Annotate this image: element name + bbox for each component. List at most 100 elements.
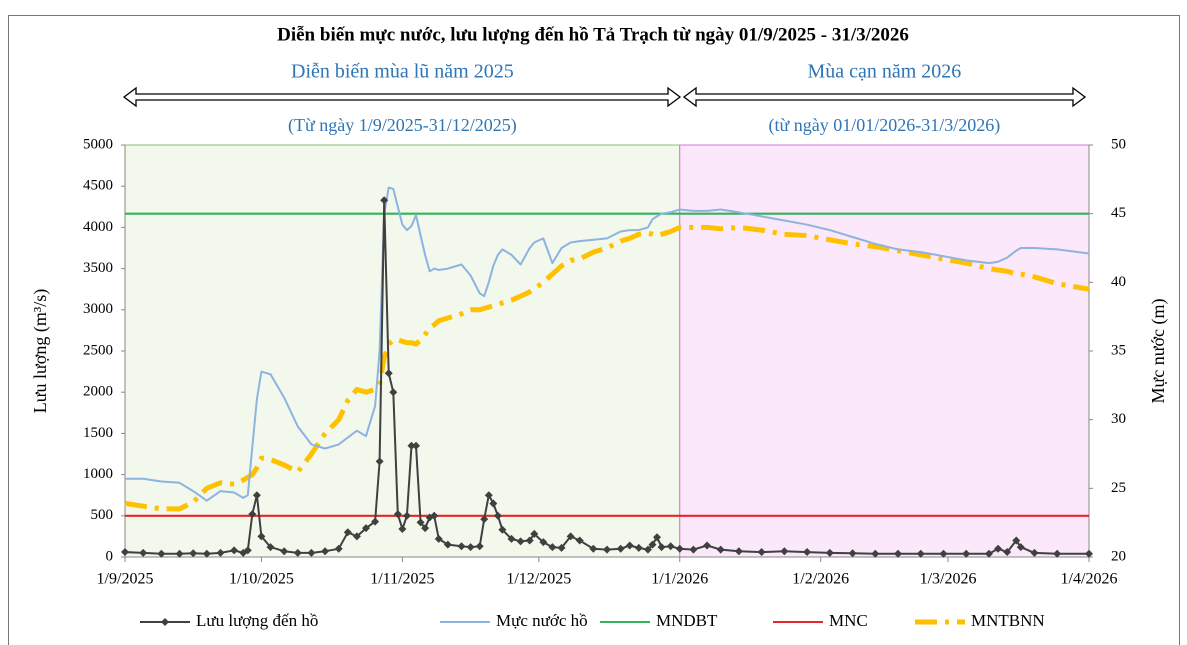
data-point: [493, 511, 502, 520]
series-line: [125, 186, 1090, 502]
data-point: [393, 510, 402, 519]
data-point: [407, 441, 416, 450]
data-point: [321, 547, 330, 556]
data-point: [589, 544, 598, 553]
series-line: [124, 224, 1090, 512]
data-point: [248, 510, 257, 519]
y-tick-label: 2500: [83, 342, 113, 358]
data-point: [466, 543, 475, 552]
x-tick-label: 1/10/2025: [229, 571, 294, 588]
data-point: [157, 549, 166, 558]
data-point: [530, 529, 539, 538]
data-point: [257, 532, 266, 541]
data-point: [443, 540, 452, 549]
data-point: [648, 540, 657, 549]
x-tick-label: 1/4/2026: [1061, 571, 1118, 588]
data-point: [871, 549, 880, 558]
period-label: Diễn biến mùa lũ năm 2025: [291, 61, 514, 83]
data-point: [421, 524, 430, 533]
data-point: [657, 543, 666, 552]
data-point: [484, 491, 493, 500]
data-point: [121, 548, 129, 557]
period-band: [679, 144, 1090, 558]
data-point: [1030, 548, 1039, 557]
data-point: [689, 545, 698, 554]
data-point: [666, 542, 675, 551]
data-point: [734, 547, 743, 556]
data-point: [216, 548, 225, 557]
data-point: [643, 545, 652, 554]
data-point: [1003, 548, 1012, 557]
data-point: [962, 549, 971, 558]
data-point: [716, 545, 725, 554]
data-point: [412, 441, 421, 450]
data-point: [498, 525, 507, 534]
data-point: [575, 536, 584, 545]
data-point: [402, 511, 411, 520]
data-point: [894, 549, 903, 558]
data-point: [389, 388, 398, 397]
data-point: [634, 543, 643, 552]
data-point: [780, 547, 789, 556]
data-point: [566, 532, 575, 541]
legend-label: Lưu lượng đến hồ: [196, 611, 318, 630]
data-point: [507, 534, 516, 543]
data-point: [375, 457, 384, 466]
data-point: [825, 548, 834, 557]
periods: [124, 144, 1090, 558]
y2-axis-label: Mực nước (m): [1148, 298, 1169, 403]
data-point: [266, 543, 275, 552]
y-tick-label: 5000: [83, 136, 113, 152]
y-tick-label: 1000: [83, 466, 113, 482]
data-point: [675, 544, 684, 553]
x-tick-label: 1/1/2026: [651, 571, 708, 588]
data-point: [557, 543, 566, 552]
data-point: [189, 549, 198, 558]
data-point: [548, 543, 557, 552]
data-point: [293, 548, 302, 557]
data-point: [616, 544, 625, 553]
y-tick-label: 4000: [83, 219, 113, 235]
data-point: [803, 548, 812, 557]
data-point: [343, 528, 352, 537]
y2-tick-label: 40: [1111, 274, 1126, 290]
data-point: [307, 548, 316, 557]
data-point: [252, 491, 261, 500]
y2-tick-label: 30: [1111, 411, 1126, 427]
data-point: [516, 537, 525, 546]
data-point: [398, 524, 407, 533]
chart-title: Diễn biến mực nước, lưu lượng đến hồ Tả …: [277, 24, 909, 45]
data-point: [525, 536, 534, 545]
y2-tick-label: 50: [1111, 136, 1126, 152]
data-point: [489, 499, 498, 508]
data-point: [703, 541, 712, 550]
legend-marker: [161, 618, 169, 626]
data-point: [994, 544, 1003, 553]
y2-tick-label: 20: [1111, 548, 1126, 564]
y-tick-label: 2000: [83, 384, 113, 400]
x-tick-label: 1/11/2025: [370, 571, 434, 588]
arrow: [682, 86, 1087, 108]
y-tick-label: 500: [91, 507, 114, 523]
data-point: [1085, 549, 1093, 558]
period-sublabel: (từ ngày 01/01/2026-31/3/2026): [769, 115, 1001, 136]
data-point: [243, 546, 252, 555]
data-point: [430, 511, 439, 520]
data-point: [334, 544, 343, 553]
x-tick-label: 1/12/2025: [506, 571, 571, 588]
data-point: [1012, 536, 1021, 545]
data-point: [280, 547, 289, 556]
y-tick-label: 0: [106, 548, 114, 564]
data-point: [984, 549, 993, 558]
data-point: [380, 196, 389, 205]
data-point: [230, 546, 239, 555]
arrow: [122, 86, 682, 108]
data-point: [475, 542, 484, 551]
data-point: [202, 549, 211, 558]
data-point: [539, 538, 548, 547]
period-band: [124, 144, 681, 558]
data-point: [434, 534, 443, 543]
data-point: [1016, 543, 1025, 552]
legend-label: MNC: [829, 611, 868, 630]
data-point: [1053, 549, 1062, 558]
